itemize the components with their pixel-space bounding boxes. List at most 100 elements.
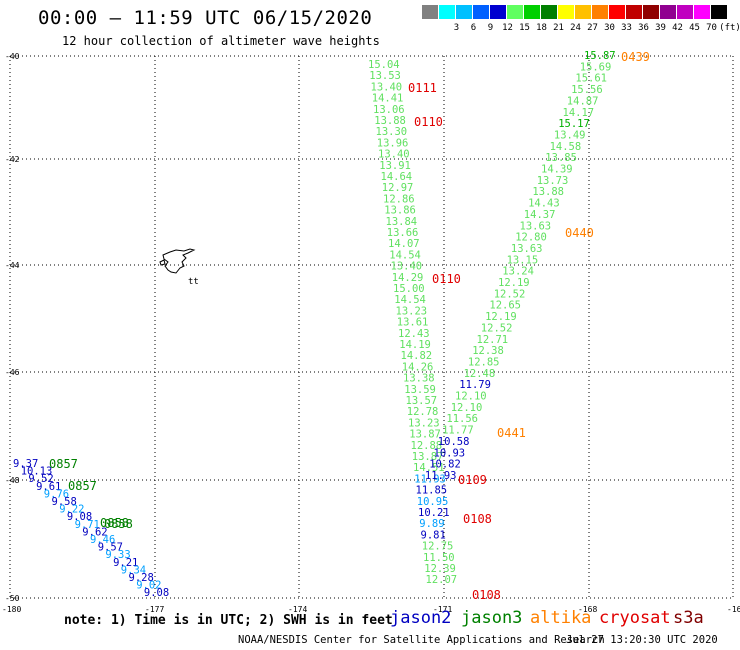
legend-tick-label: 18	[536, 23, 547, 33]
legend-swatch	[609, 5, 626, 19]
legend-swatch	[711, 5, 728, 19]
map-title: 00:00 – 11:59 UTC 06/15/2020	[38, 7, 373, 29]
wave-height-value: 9.22	[59, 504, 84, 516]
footer-note: note: 1) Time is in UTC; 2) SWH is in fe…	[64, 613, 393, 628]
wave-height-value: 14.37	[524, 209, 556, 221]
legend-tick-label: 15	[519, 23, 530, 33]
wave-height-value: 14.41	[372, 93, 404, 105]
wave-height-value: 9.62	[82, 526, 107, 538]
legend-unit-label: (ft)	[719, 23, 740, 33]
legend-tick-label: 27	[587, 23, 598, 33]
wave-height-value: 14.54	[389, 249, 421, 261]
wave-height-value: 14.29	[392, 272, 424, 284]
wave-height-value: 10.21	[418, 507, 450, 519]
wave-height-value: 13.53	[369, 70, 401, 82]
satellite-altika: altika	[530, 608, 592, 628]
wave-height-value: 14.26	[402, 361, 434, 373]
legend-swatch	[524, 5, 541, 19]
wave-height-value: 9.28	[129, 572, 154, 584]
wave-height-value: 9.33	[105, 549, 130, 561]
wave-height-value: 15.61	[575, 73, 607, 85]
legend-tick-label: 3	[453, 23, 460, 33]
altimeter-track-b: 15.8715.6915.6115.5614.8714.1715.1713.49…	[425, 50, 650, 482]
wave-height-value: 13.87	[412, 451, 444, 463]
altimeter-track-a: 15.0413.5313.4014.4113.0613.8813.3013.96…	[368, 59, 501, 602]
lat-lon-grid	[9, 55, 734, 599]
wave-height-value: 13.86	[384, 205, 416, 217]
longitude-label: -168	[578, 605, 597, 614]
wave-height-value: 13.15	[507, 254, 539, 266]
legend-swatch	[677, 5, 694, 19]
legend-tick-label: 12	[502, 23, 513, 33]
wave-height-value: 9.08	[67, 511, 92, 523]
pass-time-label: 0439	[621, 50, 650, 64]
wave-height-value: 14.19	[399, 339, 431, 351]
wave-height-value: 13.59	[404, 384, 436, 396]
wave-height-value: 9.89	[419, 518, 444, 530]
axis-labels: -40 -42 -44 -46 -48 -50 -180 -177 -174 -171 -168 -1…	[2, 52, 740, 614]
wave-height-value: 9.46	[90, 534, 115, 546]
wave-height-value: 9.21	[113, 557, 138, 569]
wave-height-value: 12.38	[472, 345, 504, 357]
legend-swatch	[422, 5, 439, 19]
pass-time-label: 0110	[414, 115, 443, 129]
wave-height-value: 12.52	[481, 322, 513, 334]
wave-height-value: 15.00	[393, 283, 425, 295]
island-shape-main	[162, 248, 196, 274]
wave-height-value: 13.57	[406, 395, 438, 407]
wave-height-value: 13.61	[397, 317, 429, 329]
generation-timestamp: Jul 27 13:20:30 UTC 2020	[566, 634, 718, 646]
wave-height-value: 10.95	[417, 496, 449, 508]
wave-height-value: 13.63	[511, 243, 543, 255]
wave-height-value: 13.63	[520, 220, 552, 232]
pass-time-label: 0111	[408, 81, 437, 95]
wave-height-value: 11.79	[459, 379, 491, 391]
legend-swatch	[456, 5, 473, 19]
wave-height-value: 13.40	[371, 81, 403, 93]
wave-height-value: 13.84	[386, 216, 418, 228]
wave-height-value: 12.43	[398, 328, 430, 340]
wave-height-value: 12.52	[494, 288, 526, 300]
pass-time-label: 0858	[104, 517, 133, 531]
island-shape-west	[159, 259, 166, 266]
wave-height-value: 12.07	[426, 574, 458, 586]
wave-height-value: 13.40	[391, 261, 423, 273]
pass-time-label: 0108	[472, 588, 501, 602]
longitude-label: -180	[2, 605, 21, 614]
legend-swatch	[507, 5, 524, 19]
island-marker-label: tt	[188, 277, 199, 287]
wave-height-value: 15.17	[558, 118, 590, 130]
wave-height-value: 13.49	[554, 129, 586, 141]
wave-height-value: 13.30	[376, 126, 408, 138]
wave-height-value: 13.91	[379, 160, 411, 172]
legend-tick-label: 30	[604, 23, 615, 33]
wave-height-value: 12.10	[451, 402, 483, 414]
latitude-label: -50	[5, 594, 20, 603]
legend-tick-label: 36	[638, 23, 649, 33]
wave-height-value: 15.04	[368, 59, 400, 71]
legend-tick-label: 33	[621, 23, 632, 33]
wave-height-value: 13.06	[373, 104, 405, 116]
legend-swatch	[541, 5, 558, 19]
legend-swatch	[473, 5, 490, 19]
wave-height-value: 9.71	[75, 519, 100, 531]
wave-height-value: 15.56	[571, 84, 603, 96]
latitude-label: -46	[5, 368, 20, 377]
wave-height-value: 10.58	[438, 436, 470, 448]
wave-height-value: 12.80	[515, 232, 547, 244]
wave-height-value: 14.39	[541, 164, 573, 176]
pass-time-label: 0857	[68, 479, 97, 493]
legend-swatch	[575, 5, 592, 19]
legend-tick-label: 21	[553, 23, 564, 33]
wave-height-value: 12.75	[422, 541, 454, 553]
map-subtitle: 12 hour collection of altimeter wave hei…	[62, 34, 380, 48]
wave-height-value: 14.07	[388, 238, 420, 250]
altimeter-track-c: 9.3710.139.529.619.769.589.229.089.719.6…	[13, 457, 169, 599]
wave-height-value: 15.69	[580, 61, 612, 73]
legend-tick-label: 70	[706, 23, 717, 33]
wave-height-value: 9.58	[52, 496, 77, 508]
wave-height-value: 14.17	[563, 107, 595, 119]
wave-height-value: 10.82	[429, 459, 461, 471]
legend-swatch	[592, 5, 609, 19]
